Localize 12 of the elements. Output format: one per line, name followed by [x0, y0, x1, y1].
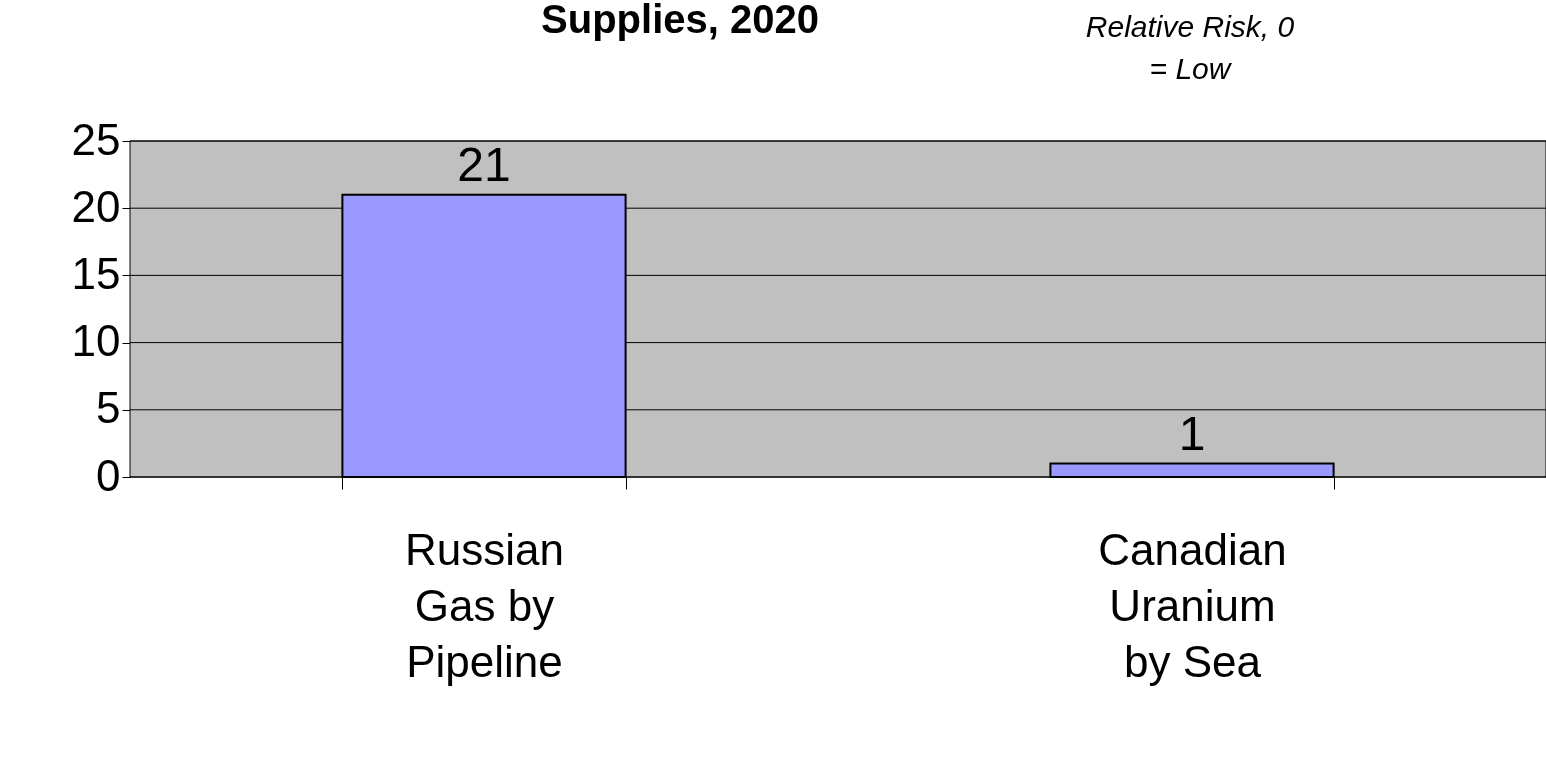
chart-title: Supplies, 2020 — [541, 0, 819, 41]
data-label: 1 — [1178, 406, 1206, 460]
y-tick-label: 10 — [71, 316, 121, 366]
data-label: 21 — [457, 137, 511, 191]
y-tick-label: 0 — [96, 450, 121, 500]
y-tick-label: 5 — [96, 383, 121, 433]
text: Relative Risk, 0 = Low — [1085, 10, 1295, 85]
x-tick-label: Russian Gas by Pipeline — [405, 524, 564, 686]
x-tick-label: Canadian Uranium by Sea — [1098, 524, 1287, 686]
y-tick-label: 25 — [71, 114, 121, 164]
y-tick-label: 15 — [71, 248, 121, 298]
y-tick-label: 20 — [71, 181, 121, 231]
